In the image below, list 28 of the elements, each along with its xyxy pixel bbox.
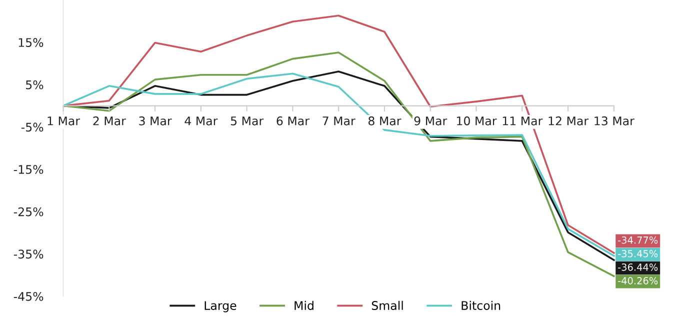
legend-label: Mid <box>294 300 314 310</box>
data-label: -34.77% <box>618 236 658 244</box>
y-tick-label: 5% <box>26 80 44 90</box>
x-tick-label: 12 Mar <box>548 116 589 126</box>
legend-label: Large <box>204 301 236 312</box>
x-tick-label: 4 Mar <box>184 116 218 126</box>
x-tick-label: 7 Mar <box>322 116 356 126</box>
x-tick-label: 11 Mar <box>502 116 543 126</box>
y-tick-label: -25% <box>14 207 44 216</box>
data-label: -40.26% <box>618 277 658 284</box>
y-tick-label: -5% <box>21 122 44 132</box>
x-tick-label: 13 Mar <box>594 116 634 126</box>
x-tick-label: 1 Mar <box>48 116 80 126</box>
x-tick-label: 8 Mar <box>368 116 402 126</box>
legend-label: Bitcoin <box>462 300 500 310</box>
y-tick-label: -45% <box>14 292 44 301</box>
y-tick-label: 15% <box>18 38 44 47</box>
x-tick-label: 5 Mar <box>230 116 264 126</box>
data-label: -35.45% <box>618 250 658 258</box>
y-tick-label: -15% <box>14 165 44 174</box>
x-tick-label: 3 Mar <box>139 116 172 126</box>
x-tick-label: 2 Mar <box>93 116 126 126</box>
x-tick-label: 6 Mar <box>276 116 310 126</box>
x-tick-label: 10 Mar <box>457 116 497 126</box>
y-tick-label: -35% <box>14 250 44 259</box>
data-label: -36.44% <box>618 263 658 271</box>
legend-label: Small <box>372 300 403 310</box>
x-tick-label: 9 Mar <box>414 116 448 126</box>
